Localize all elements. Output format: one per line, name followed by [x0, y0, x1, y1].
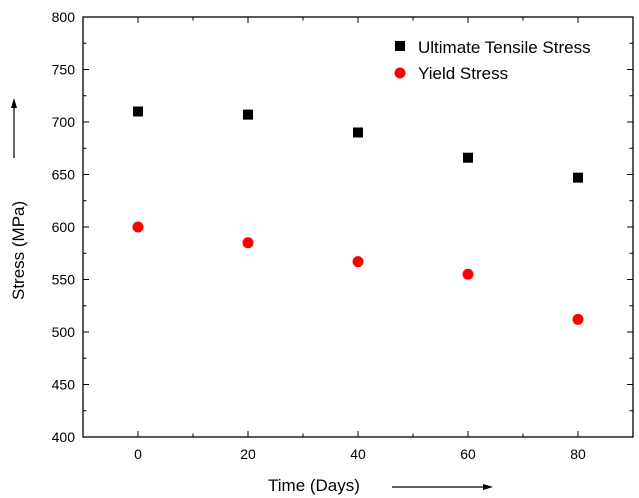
- y-tick-label: 450: [52, 377, 76, 393]
- y-tick-label: 750: [52, 62, 76, 78]
- y-tick-label: 600: [52, 219, 76, 235]
- y-axis-arrow: [11, 98, 17, 158]
- yield-point: [352, 256, 364, 268]
- y-axis-title: Stress (MPa): [9, 201, 28, 300]
- x-axis-arrow: [392, 484, 493, 490]
- yield-point: [462, 268, 474, 280]
- uts-point: [573, 172, 583, 183]
- yield-point: [242, 237, 254, 249]
- yield-point: [572, 313, 584, 325]
- y-tick-label: 650: [52, 167, 76, 183]
- uts-point: [353, 127, 363, 138]
- y-tick-label: 700: [52, 114, 76, 130]
- x-tick-label: 80: [570, 446, 586, 462]
- ticks-layer: 0 20 40 60 80 400 450 500 550 600 650 700 750 800: [52, 9, 634, 462]
- x-tick-label: 60: [460, 446, 476, 462]
- legend-marker-uts: [395, 41, 405, 51]
- x-tick-label: 40: [350, 446, 366, 462]
- legend: Ultimate Tensile Stress Yield Stress: [394, 38, 591, 83]
- y-tick-label: 550: [52, 272, 76, 288]
- legend-label-yield: Yield Stress: [418, 64, 508, 83]
- y-tick-label: 800: [52, 9, 76, 25]
- x-tick-label: 20: [240, 446, 256, 462]
- legend-marker-yield: [394, 67, 406, 79]
- plot-frame: [82, 16, 634, 438]
- y-tick-label: 400: [52, 429, 76, 445]
- uts-point: [463, 152, 473, 163]
- y-tick-label: 500: [52, 324, 76, 340]
- x-tick-label: 0: [134, 446, 142, 462]
- uts-point: [243, 109, 253, 120]
- legend-label-uts: Ultimate Tensile Stress: [418, 38, 591, 57]
- points-layer: [132, 106, 584, 325]
- uts-point: [133, 106, 143, 117]
- x-axis-title: Time (Days): [268, 476, 360, 495]
- yield-point: [132, 221, 144, 233]
